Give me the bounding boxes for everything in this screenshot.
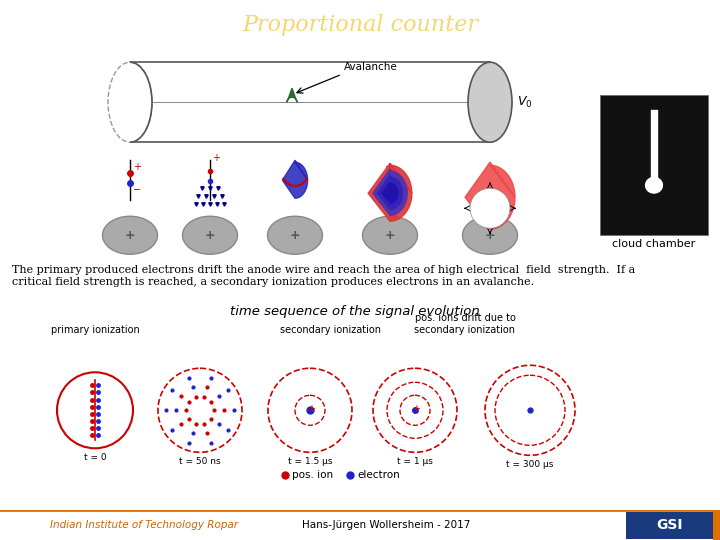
Polygon shape xyxy=(465,162,515,230)
Ellipse shape xyxy=(102,216,158,254)
Text: +: + xyxy=(212,153,220,163)
Text: GSI: GSI xyxy=(657,518,683,532)
Text: pos. ions drift due to
secondary ionization: pos. ions drift due to secondary ionizat… xyxy=(415,313,516,335)
Text: t = 50 ns: t = 50 ns xyxy=(179,457,221,467)
Polygon shape xyxy=(646,178,662,193)
Bar xyxy=(626,512,713,538)
Text: +: + xyxy=(133,162,141,172)
Text: +: + xyxy=(485,229,495,242)
Text: −: − xyxy=(133,185,141,195)
Text: t = 300 µs: t = 300 µs xyxy=(506,460,554,469)
Text: +: + xyxy=(485,195,495,205)
Text: +: + xyxy=(125,229,135,242)
Polygon shape xyxy=(368,163,412,221)
Text: $V_0$: $V_0$ xyxy=(517,95,533,110)
Text: pos. ion: pos. ion xyxy=(292,470,333,480)
Text: primary ionization: primary ionization xyxy=(50,325,140,335)
Text: Hans-Jürgen Wollersheim - 2017: Hans-Jürgen Wollersheim - 2017 xyxy=(302,520,471,530)
Ellipse shape xyxy=(362,216,418,254)
Text: cloud chamber: cloud chamber xyxy=(613,239,696,249)
Text: t = 0: t = 0 xyxy=(84,453,107,462)
Text: The primary produced electrons drift the anode wire and reach the area of high e: The primary produced electrons drift the… xyxy=(12,265,635,275)
Text: t = 1.5 µs: t = 1.5 µs xyxy=(288,457,332,467)
Text: t = 1 µs: t = 1 µs xyxy=(397,457,433,467)
Text: time sequence of the signal evolution: time sequence of the signal evolution xyxy=(230,305,480,318)
Ellipse shape xyxy=(462,216,518,254)
Text: +: + xyxy=(204,229,215,242)
Text: +: + xyxy=(412,404,420,414)
Polygon shape xyxy=(382,182,397,203)
Text: Avalanche: Avalanche xyxy=(344,62,397,72)
Bar xyxy=(713,510,720,540)
Ellipse shape xyxy=(108,62,152,142)
Text: +: + xyxy=(385,162,395,172)
Ellipse shape xyxy=(468,62,512,142)
Polygon shape xyxy=(282,160,307,198)
Text: electron: electron xyxy=(357,470,400,480)
Text: +: + xyxy=(289,229,300,242)
Text: +: + xyxy=(384,229,395,242)
Text: secondary ionization: secondary ionization xyxy=(279,325,380,335)
Bar xyxy=(600,95,708,235)
Polygon shape xyxy=(377,176,402,209)
Text: critical field strength is reached, a secondary ionization produces electrons in: critical field strength is reached, a se… xyxy=(12,277,534,287)
Text: Indian Institute of Technology Ropar: Indian Institute of Technology Ropar xyxy=(50,520,238,530)
Ellipse shape xyxy=(268,216,323,254)
Text: −: − xyxy=(384,177,395,190)
Polygon shape xyxy=(373,169,408,215)
Text: +: + xyxy=(307,404,315,414)
Polygon shape xyxy=(287,88,297,102)
Text: Proportional counter: Proportional counter xyxy=(242,14,478,36)
Circle shape xyxy=(470,188,510,228)
Ellipse shape xyxy=(182,216,238,254)
